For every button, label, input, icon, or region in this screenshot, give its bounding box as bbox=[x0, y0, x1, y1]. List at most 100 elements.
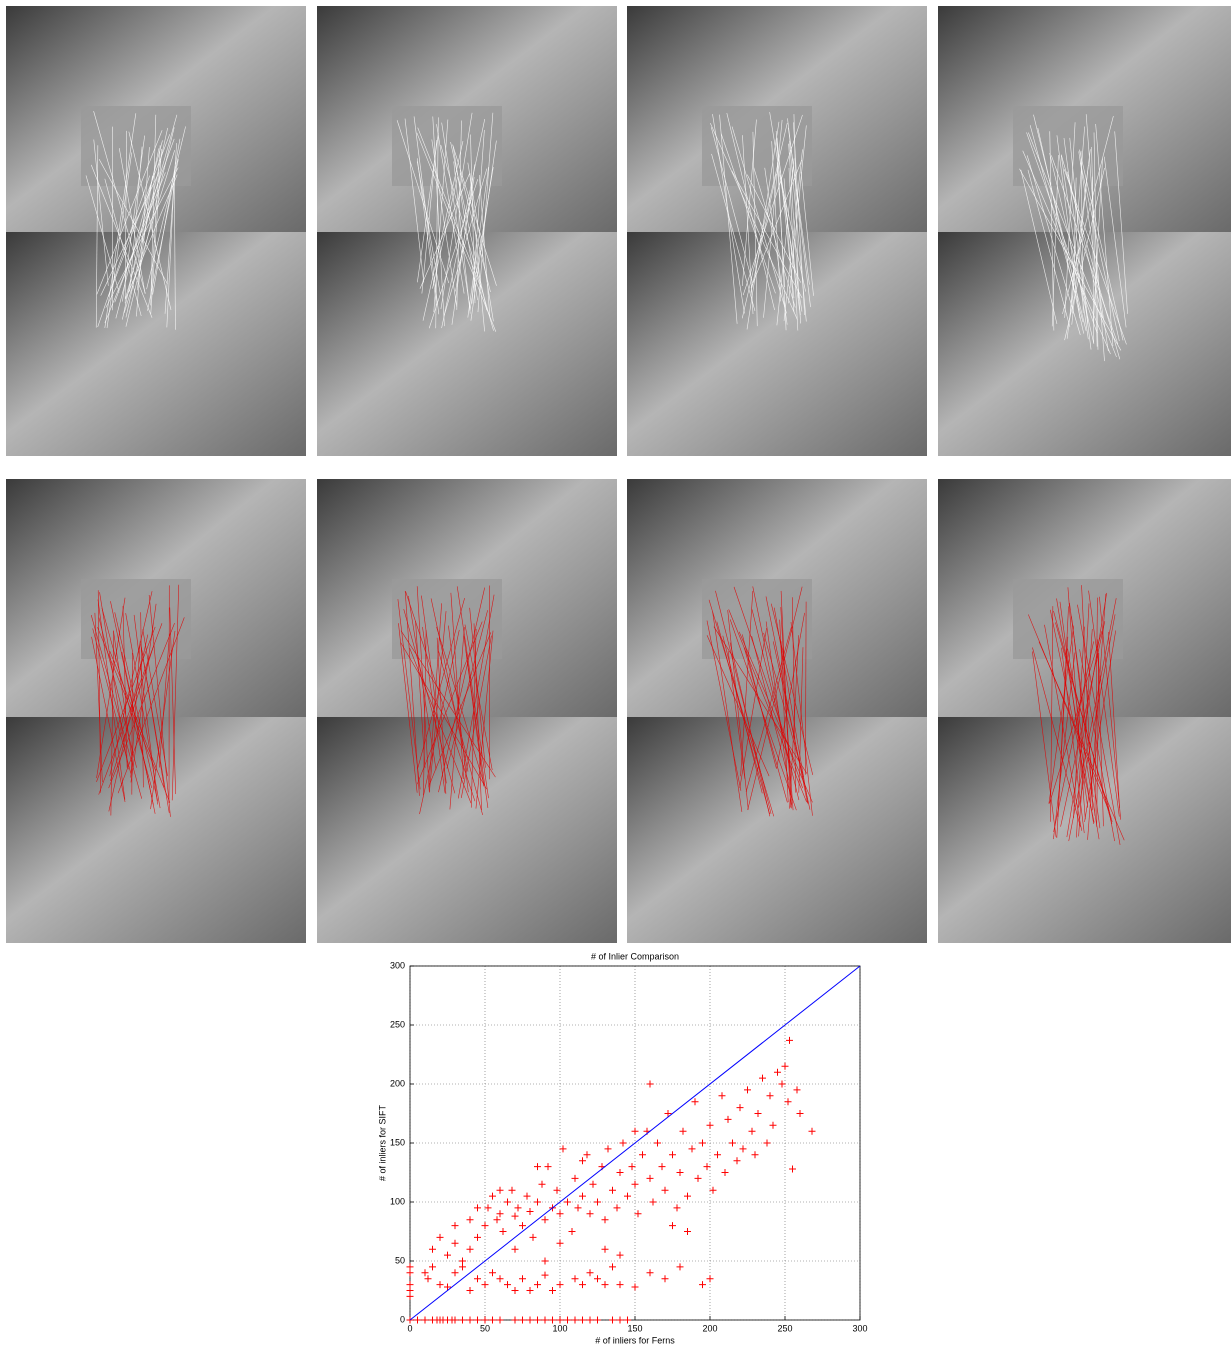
match-line bbox=[470, 140, 497, 321]
x-tick-label: 150 bbox=[627, 1323, 642, 1333]
match-line bbox=[436, 124, 465, 294]
plus-marker bbox=[556, 1210, 564, 1218]
plus-marker bbox=[534, 1281, 541, 1289]
plus-marker bbox=[739, 1145, 747, 1153]
match-line bbox=[1073, 626, 1085, 819]
plus-marker bbox=[631, 1283, 639, 1291]
plus-marker bbox=[474, 1316, 481, 1324]
plus-marker bbox=[493, 1216, 501, 1224]
plus-marker bbox=[706, 1275, 714, 1283]
match-line bbox=[171, 584, 180, 801]
plus-marker bbox=[549, 1287, 556, 1294]
y-tick-label: 200 bbox=[390, 1078, 405, 1088]
match-line bbox=[1032, 647, 1081, 827]
target-image bbox=[81, 106, 191, 186]
match-line bbox=[174, 171, 176, 330]
plus-marker bbox=[721, 1169, 729, 1176]
x-tick-label: 50 bbox=[480, 1323, 490, 1333]
plus-marker bbox=[459, 1263, 466, 1271]
plus-marker bbox=[669, 1151, 676, 1159]
match-line bbox=[739, 628, 767, 789]
match-line bbox=[110, 644, 155, 781]
match-line bbox=[416, 158, 437, 305]
plus-marker bbox=[436, 1281, 444, 1289]
match-line bbox=[746, 121, 780, 330]
match-line bbox=[441, 119, 486, 329]
plus-marker bbox=[459, 1316, 466, 1324]
match-line bbox=[776, 612, 805, 769]
plus-marker bbox=[429, 1263, 436, 1271]
plus-marker bbox=[481, 1281, 489, 1289]
match-line bbox=[124, 114, 178, 300]
match-line bbox=[422, 626, 446, 793]
plus-marker bbox=[654, 1139, 661, 1147]
match-line bbox=[743, 647, 788, 803]
plus-marker bbox=[444, 1251, 451, 1259]
plus-marker bbox=[781, 1062, 789, 1070]
plus-marker bbox=[511, 1316, 519, 1324]
match-line bbox=[452, 144, 497, 286]
plus-marker bbox=[589, 1180, 597, 1188]
y-tick-label: 50 bbox=[395, 1255, 405, 1265]
x-tick-label: 0 bbox=[407, 1323, 412, 1333]
plus-marker bbox=[529, 1233, 537, 1241]
plus-marker bbox=[541, 1271, 549, 1279]
match-line bbox=[740, 590, 754, 777]
match-line bbox=[780, 641, 794, 811]
plus-marker bbox=[564, 1198, 571, 1206]
plus-marker bbox=[586, 1316, 594, 1324]
match-line bbox=[773, 607, 809, 804]
plus-marker bbox=[639, 1151, 646, 1159]
y-axis-label: # of inliers for SIFT bbox=[377, 1104, 387, 1181]
plus-marker bbox=[424, 1275, 432, 1283]
plus-marker bbox=[759, 1074, 766, 1082]
plus-marker bbox=[559, 1145, 567, 1153]
match-line bbox=[446, 610, 488, 769]
match-line bbox=[713, 626, 808, 774]
plus-marker bbox=[526, 1316, 534, 1324]
match-line bbox=[1093, 158, 1103, 323]
match-line bbox=[469, 607, 486, 768]
match-line bbox=[729, 642, 771, 817]
match-line bbox=[125, 174, 178, 299]
match-line bbox=[1032, 651, 1057, 837]
plus-marker bbox=[676, 1263, 684, 1271]
match-line bbox=[449, 627, 465, 810]
match-line bbox=[1050, 606, 1054, 822]
match-line bbox=[421, 595, 447, 784]
match-line bbox=[408, 595, 437, 770]
plus-marker bbox=[474, 1233, 481, 1241]
match-line bbox=[1064, 122, 1076, 318]
match-line bbox=[788, 167, 799, 331]
match-line bbox=[436, 637, 447, 794]
plus-marker bbox=[466, 1287, 474, 1294]
match-line bbox=[140, 612, 144, 788]
match-line bbox=[712, 611, 743, 812]
match-line bbox=[1080, 162, 1120, 342]
plus-marker bbox=[778, 1080, 786, 1088]
y-tick-label: 250 bbox=[390, 1019, 405, 1029]
x-tick-label: 250 bbox=[777, 1323, 792, 1333]
match-line bbox=[398, 623, 418, 793]
match-line bbox=[742, 114, 803, 296]
plus-marker bbox=[451, 1239, 459, 1247]
plus-marker bbox=[519, 1222, 526, 1230]
plus-marker bbox=[586, 1210, 594, 1218]
match-line bbox=[152, 138, 181, 295]
plus-marker bbox=[406, 1281, 414, 1289]
plus-marker bbox=[406, 1287, 414, 1294]
plus-marker bbox=[691, 1098, 699, 1106]
match-line bbox=[763, 632, 804, 778]
plus-marker bbox=[534, 1163, 541, 1171]
plus-marker bbox=[519, 1275, 526, 1283]
plus-marker bbox=[481, 1316, 489, 1324]
match-line bbox=[1069, 602, 1101, 829]
plus-marker bbox=[496, 1275, 504, 1283]
match-line bbox=[110, 630, 114, 816]
match-line bbox=[106, 152, 133, 329]
match-line bbox=[1067, 648, 1100, 840]
plus-marker bbox=[474, 1204, 481, 1212]
match-line bbox=[1037, 127, 1085, 334]
plus-marker bbox=[541, 1257, 549, 1265]
match-line bbox=[104, 172, 166, 324]
